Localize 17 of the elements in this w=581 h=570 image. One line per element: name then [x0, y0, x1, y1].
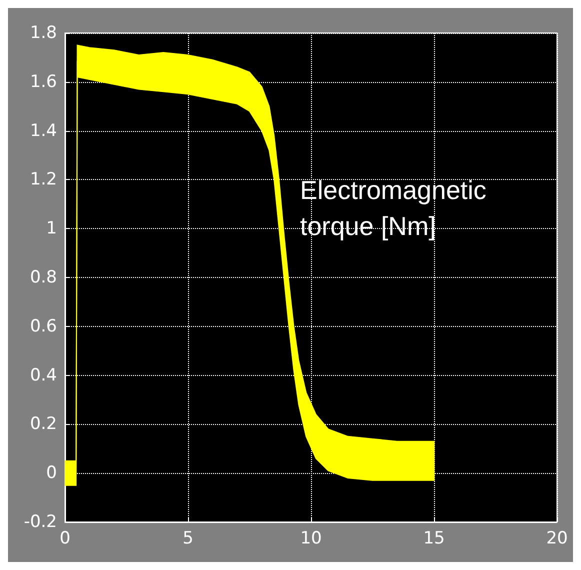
y-tick-label: 1	[46, 218, 57, 239]
y-tick-label: 1.4	[30, 120, 57, 141]
y-tick-label: -0.2	[24, 512, 57, 532]
y-tick-label: 0.4	[30, 365, 57, 386]
y-tick-label: 0.8	[30, 268, 57, 288]
y-tick-label: 1.2	[30, 170, 57, 190]
y-tick-label: 0	[46, 463, 57, 484]
y-tick-label: 0.2	[30, 414, 57, 434]
annotation: Electromagnetic torque [Nm]	[300, 175, 486, 241]
y-tick-label: 1.8	[30, 23, 57, 43]
x-tick-label: 0	[60, 528, 70, 548]
y-tick-label: 1.6	[30, 72, 57, 92]
x-tick-label: 5	[182, 528, 194, 548]
x-tick-label: 10	[300, 528, 322, 548]
x-tick-label: 20	[546, 528, 568, 548]
y-tick-label: 0.6	[30, 316, 57, 336]
x-tick-label: 15	[423, 528, 445, 548]
